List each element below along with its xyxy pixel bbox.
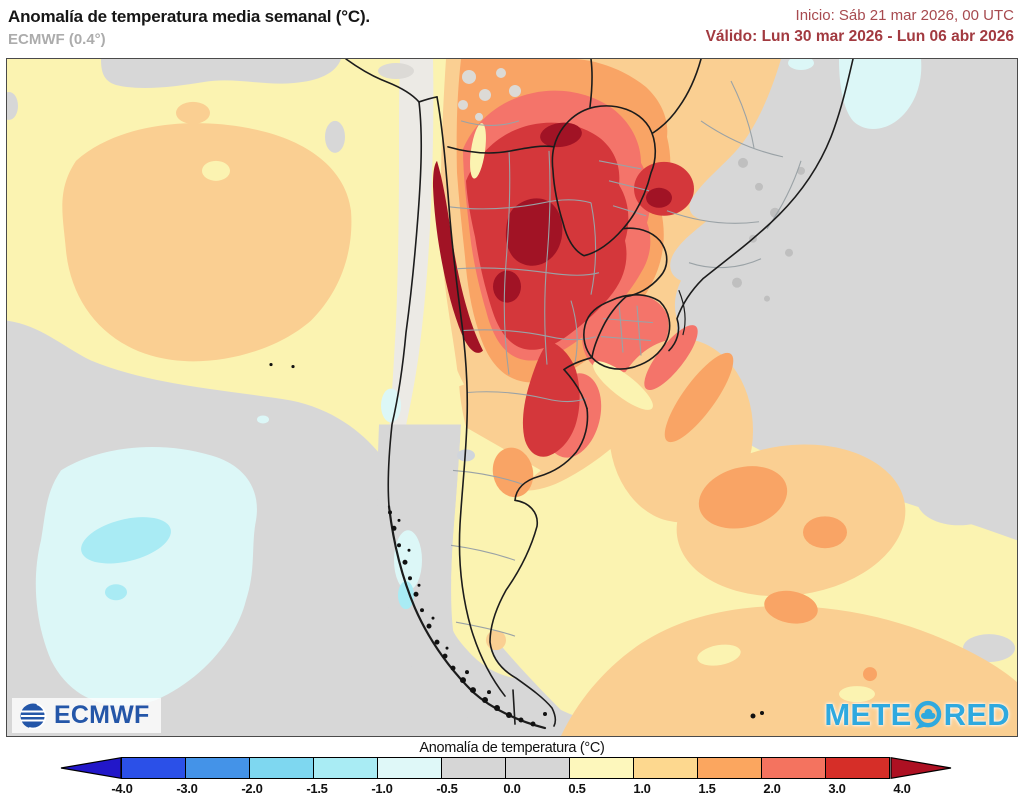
ecmwf-globe-icon	[20, 702, 47, 729]
header-right: Inicio: Sáb 21 mar 2026, 00 UTC Válido: …	[706, 7, 1014, 58]
legend-arrow-left	[60, 757, 122, 779]
page-title: Anomalía de temperatura media semanal (°…	[8, 7, 370, 26]
legend-segment	[569, 757, 634, 779]
anomaly-map: ECMWF METE RED	[6, 58, 1018, 737]
meteored-logo: METE RED	[824, 697, 1010, 733]
meteored-bubble-icon	[914, 700, 941, 730]
legend-segment	[697, 757, 762, 779]
legend-segment	[121, 757, 186, 779]
patagonia	[377, 388, 549, 733]
legend-ticks: -4.0 -3.0 -2.0 -1.5 -1.0 -0.5 0.0 0.5 1.0 1.5 2.0 3…	[0, 781, 1024, 797]
legend-tick-label: 3.0	[828, 781, 846, 796]
ecmwf-logo-text: ECMWF	[54, 701, 150, 729]
legend-segment	[761, 757, 826, 779]
ocean-neutral-regions	[7, 59, 701, 736]
legend-segment	[185, 757, 250, 779]
meteored-text-suffix: RED	[943, 697, 1010, 732]
fjord-speckles-and-islands	[269, 362, 764, 727]
brazil-and-atlantic-gray	[670, 59, 1017, 663]
header-left: Anomalía de temperatura media semanal (°…	[8, 7, 370, 58]
legend-segment	[313, 757, 378, 779]
province-borders	[448, 80, 802, 637]
legend-tick-label: 1.5	[698, 781, 716, 796]
legend-segment	[249, 757, 314, 779]
legend-segment	[825, 757, 890, 779]
legend-tick-label: -2.0	[241, 781, 263, 796]
init-time-label: Inicio: Sáb 21 mar 2026, 00 UTC	[795, 7, 1014, 24]
legend-segment	[633, 757, 698, 779]
legend-segments	[121, 757, 890, 779]
legend-segment	[377, 757, 442, 779]
legend-tick-label: -1.0	[371, 781, 393, 796]
legend-colorbar	[60, 757, 964, 779]
legend-segment	[441, 757, 506, 779]
legend-tick-label: 4.0	[893, 781, 911, 796]
model-label: ECMWF (0.4°)	[8, 31, 106, 48]
legend-tick-label: -3.0	[176, 781, 198, 796]
southeast-ocean-warm-bands	[561, 325, 1017, 736]
ecmwf-logo: ECMWF	[12, 698, 162, 733]
legend-tick-label: 2.0	[763, 781, 781, 796]
anomaly-map-svg	[7, 59, 1017, 736]
legend-tick-label: 0.0	[503, 781, 521, 796]
valid-range-label: Válido: Lun 30 mar 2026 - Lun 06 abr 202…	[705, 28, 1014, 45]
legend-segment	[505, 757, 570, 779]
legend-title: Anomalía de temperatura (°C)	[419, 740, 605, 756]
header: Anomalía de temperatura media semanal (°…	[0, 0, 1024, 58]
legend: Anomalía de temperatura (°C) -4.0 -3.0 -2.…	[0, 737, 1024, 798]
country-borders	[345, 59, 854, 730]
legend-tick-label: 0.5	[568, 781, 586, 796]
andes-and-chile-strip	[378, 59, 521, 431]
legend-tick-label: -4.0	[111, 781, 133, 796]
legend-tick-label: 1.0	[633, 781, 651, 796]
pacific-warm-blob	[62, 101, 352, 362]
legend-arrow-right	[890, 757, 952, 779]
meteored-text-prefix: METE	[824, 697, 912, 732]
legend-tick-label: -1.5	[306, 781, 328, 796]
legend-tick-label: -0.5	[436, 781, 458, 796]
